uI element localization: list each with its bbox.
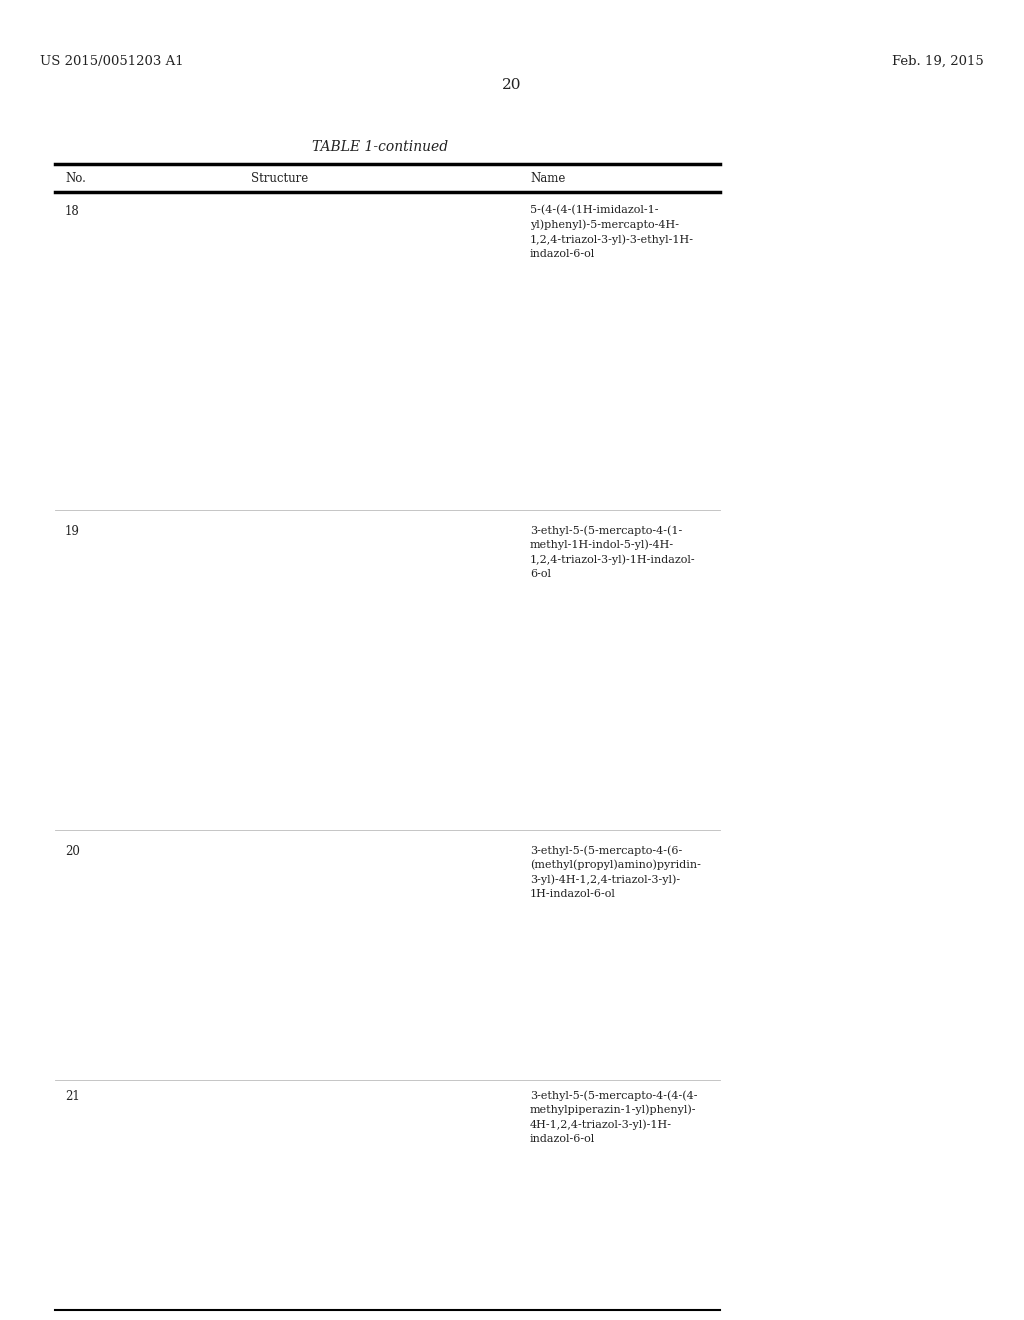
Text: 20: 20 [65,845,80,858]
Text: 20: 20 [502,78,522,92]
Text: 5-(4-(4-(1H-imidazol-1-
yl)phenyl)-5-mercapto-4H-
1,2,4-triazol-3-yl)-3-ethyl-1H: 5-(4-(4-(1H-imidazol-1- yl)phenyl)-5-mer… [530,205,694,259]
Text: 18: 18 [65,205,80,218]
Text: 3-ethyl-5-(5-mercapto-4-(1-
methyl-1H-indol-5-yl)-4H-
1,2,4-triazol-3-yl)-1H-ind: 3-ethyl-5-(5-mercapto-4-(1- methyl-1H-in… [530,525,695,579]
Text: TABLE 1-continued: TABLE 1-continued [312,140,449,154]
Text: 3-ethyl-5-(5-mercapto-4-(6-
(methyl(propyl)amino)pyridin-
3-yl)-4H-1,2,4-triazol: 3-ethyl-5-(5-mercapto-4-(6- (methyl(prop… [530,845,700,899]
Text: US 2015/0051203 A1: US 2015/0051203 A1 [40,55,183,69]
Text: 19: 19 [65,525,80,539]
Text: 3-ethyl-5-(5-mercapto-4-(4-(4-
methylpiperazin-1-yl)phenyl)-
4H-1,2,4-triazol-3-: 3-ethyl-5-(5-mercapto-4-(4-(4- methylpip… [530,1090,697,1144]
Text: Feb. 19, 2015: Feb. 19, 2015 [892,55,984,69]
Text: No.: No. [65,172,86,185]
Text: Name: Name [530,172,565,185]
Text: Structure: Structure [251,172,308,185]
Text: 21: 21 [65,1090,80,1104]
